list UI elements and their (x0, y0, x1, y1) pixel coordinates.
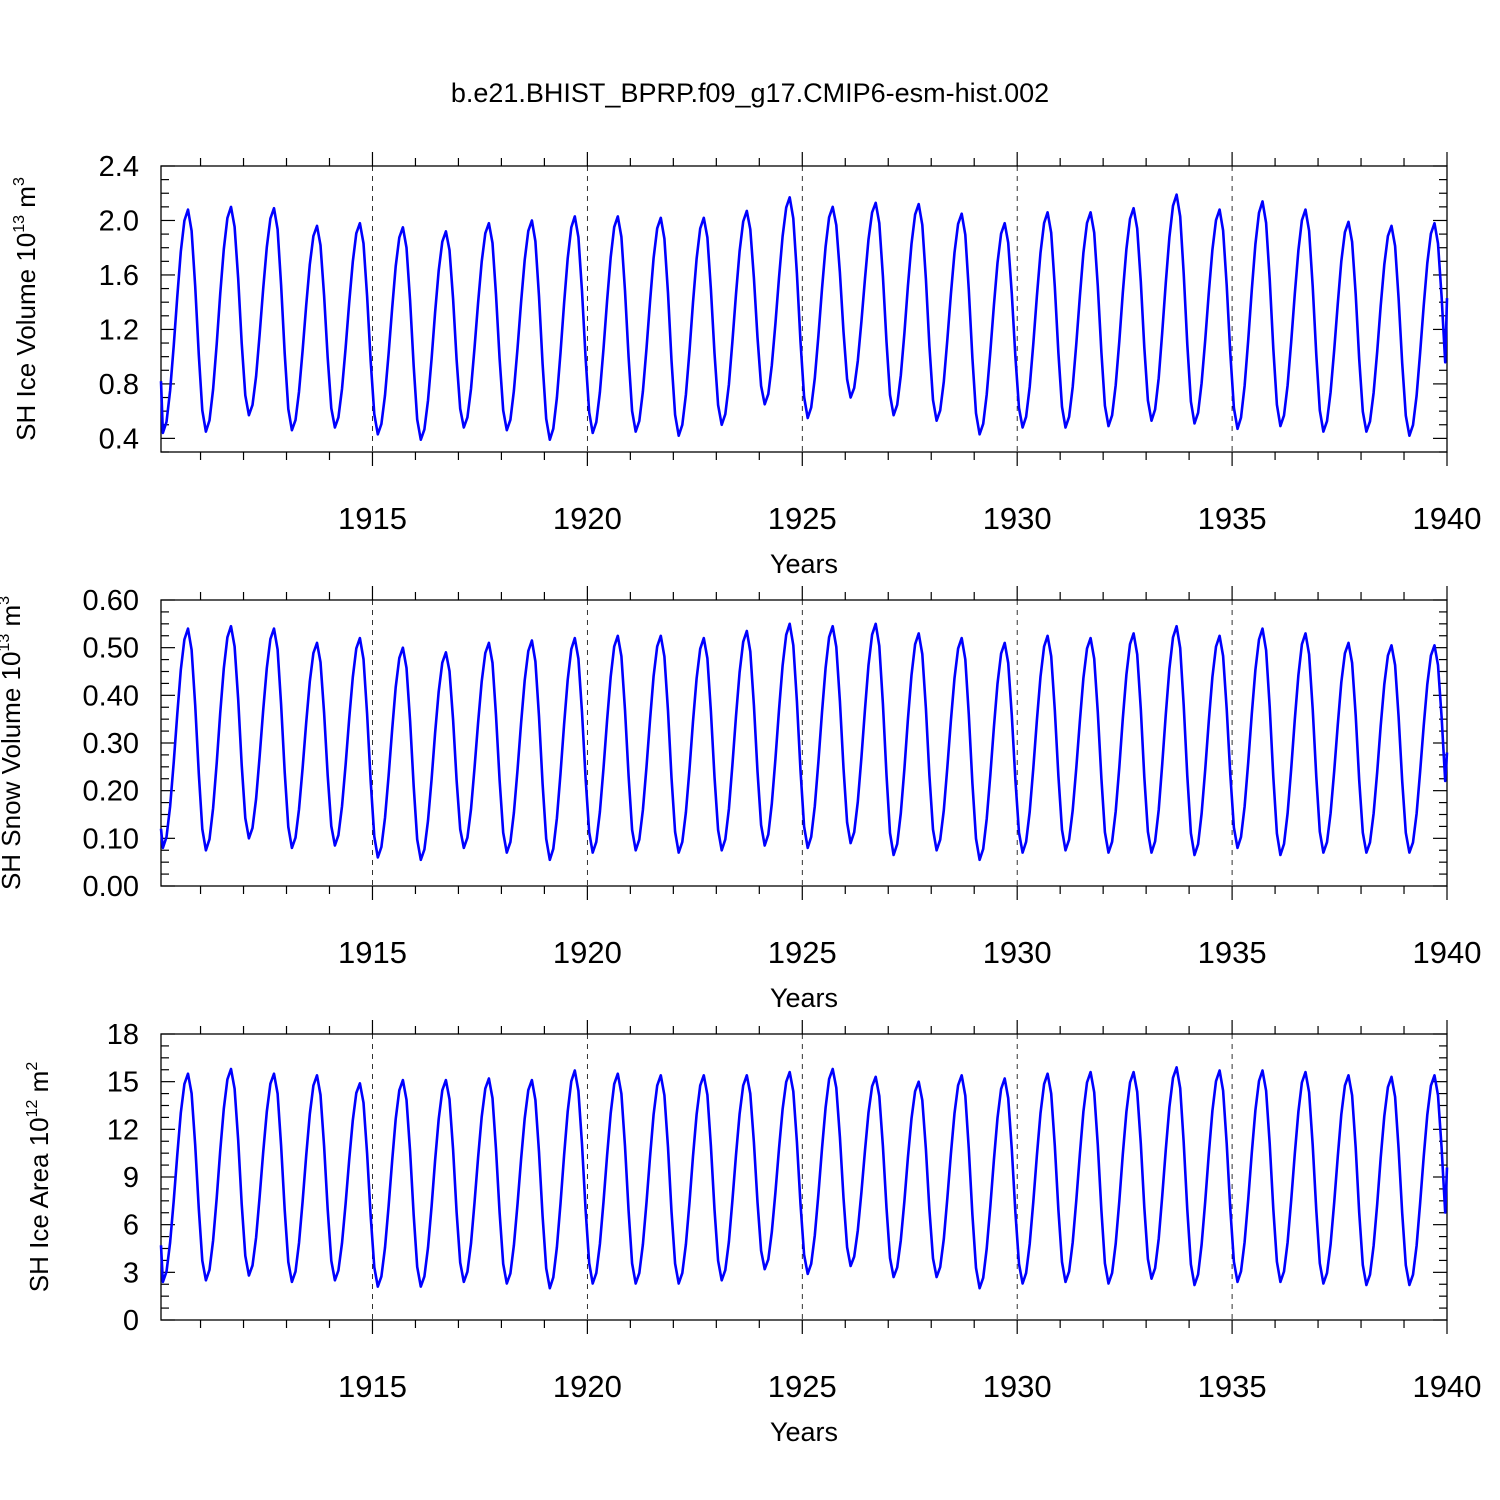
y-tick-label: 0.60 (83, 585, 139, 617)
y-tick-label: 0.20 (83, 776, 139, 808)
x-tick-label: 1925 (768, 935, 837, 970)
x-tick-label: 1920 (553, 1369, 622, 1404)
x-tick-label: 1915 (338, 935, 407, 970)
y-tick-label: 2.0 (99, 205, 139, 237)
series-line (159, 1066, 1449, 1290)
plot-frame (160, 1033, 1448, 1321)
y-tick-label: 0.4 (99, 423, 139, 455)
panels: 0.4 0.8 1.2 1.6 2.0 2.4 1915 1920 1925 1930 1935 19… (0, 151, 1481, 1447)
y-label-part: m (11, 186, 41, 215)
x-tick-label: 1940 (1413, 1369, 1482, 1404)
y-axis-label: SH Snow Volume 1013 m3 (0, 596, 26, 890)
x-tick-label: 1925 (768, 501, 837, 536)
plot-frame (160, 599, 1448, 887)
y-label-superscript: 12 (24, 1099, 41, 1117)
x-tick-label: 1915 (338, 501, 407, 536)
y-tick-label: 0.10 (83, 823, 139, 855)
x-tick-label: 1940 (1413, 935, 1482, 970)
y-label-superscript: 2 (24, 1062, 41, 1071)
x-tick-label: 1935 (1198, 1369, 1267, 1404)
series-line (159, 622, 1449, 862)
chart-title: b.e21.BHIST_BPRP.f09_g17.CMIP6-esm-hist.… (451, 78, 1049, 108)
panel-3: 0 3 6 9 12 15 18 1915 1920 1925 1930 1935 1940 Years S… (24, 1019, 1481, 1447)
x-tick-label: 1920 (553, 501, 622, 536)
y-label-superscript: 13 (0, 634, 13, 652)
y-tick-label: 0.50 (83, 633, 139, 665)
y-tick-label: 12 (107, 1114, 139, 1146)
plot-frame (160, 165, 1448, 453)
y-axis-label: SH Ice Volume 1013 m3 (11, 177, 41, 441)
y-tick-label: 0.00 (83, 871, 139, 903)
x-tick-label: 1930 (983, 1369, 1052, 1404)
y-label-part: SH Ice Area 10 (24, 1117, 54, 1292)
x-axis-label: Years (770, 1417, 838, 1447)
y-tick-label: 18 (107, 1019, 139, 1051)
y-tick-label: 9 (123, 1162, 139, 1194)
y-tick-label: 2.4 (99, 151, 139, 183)
y-tick-label: 0 (123, 1305, 139, 1337)
x-tick-label: 1925 (768, 1369, 837, 1404)
y-tick-label: 0.40 (83, 680, 139, 712)
x-tick-label: 1935 (1198, 935, 1267, 970)
y-tick-label: 0.8 (99, 369, 139, 401)
panel-2: 0.00 0.10 0.20 0.30 0.40 0.50 0.60 1915 1920 1925… (0, 585, 1481, 1013)
panel-1: 0.4 0.8 1.2 1.6 2.0 2.4 1915 1920 1925 1930 1935 19… (11, 151, 1481, 579)
y-axis-label: SH Ice Area 1012 m2 (24, 1062, 54, 1293)
y-tick-label: 3 (123, 1257, 139, 1289)
x-tick-label: 1920 (553, 935, 622, 970)
y-tick-label: 15 (107, 1067, 139, 1099)
y-tick-label: 1.2 (99, 314, 139, 346)
x-tick-label: 1930 (983, 501, 1052, 536)
x-tick-label: 1930 (983, 935, 1052, 970)
y-tick-label: 0.30 (83, 728, 139, 760)
x-tick-label: 1915 (338, 1369, 407, 1404)
x-tick-label: 1940 (1413, 501, 1482, 536)
y-label-superscript: 3 (11, 177, 28, 186)
y-label-superscript: 13 (11, 215, 28, 233)
y-label-part: SH Ice Volume 10 (11, 233, 41, 441)
y-label-superscript: 3 (0, 596, 13, 605)
y-tick-label: 1.6 (99, 260, 139, 292)
y-tick-label: 6 (123, 1210, 139, 1242)
y-label-part: SH Snow Volume 10 (0, 652, 26, 890)
x-tick-label: 1935 (1198, 501, 1267, 536)
series-line (159, 193, 1449, 441)
x-axis-label: Years (770, 549, 838, 579)
x-axis-label: Years (770, 983, 838, 1013)
y-label-part: m (24, 1071, 54, 1100)
y-label-part: m (0, 605, 26, 634)
